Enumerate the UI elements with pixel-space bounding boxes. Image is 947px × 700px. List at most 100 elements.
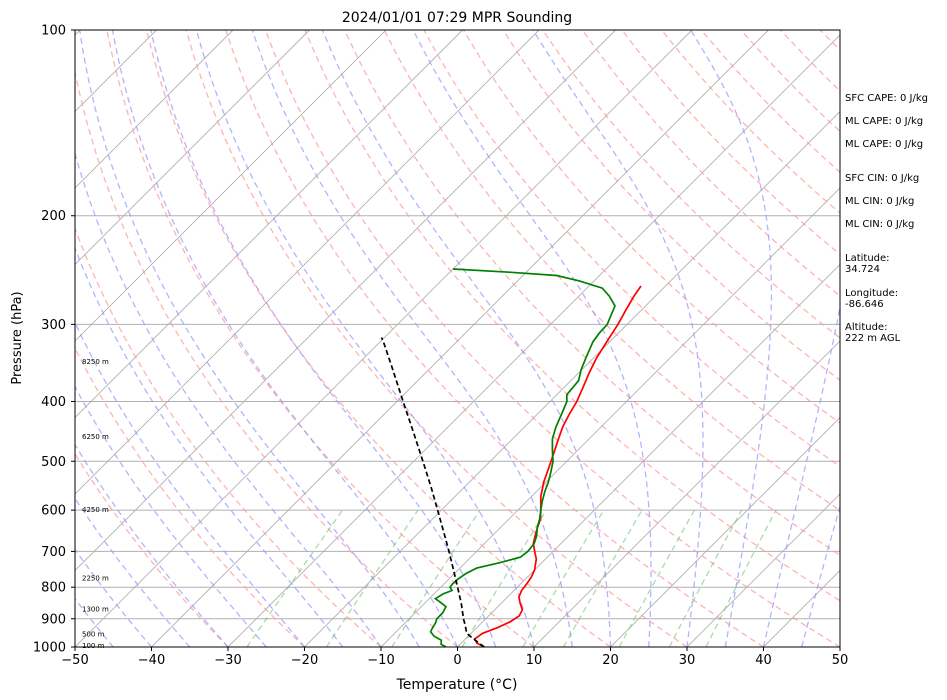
moist-adiabat-line [75,597,114,647]
dry-adiabat-line [145,30,611,647]
moist-adiabat-line [150,30,497,647]
isotherm-line [686,493,840,647]
temperature-line [473,285,642,647]
mixing-ratio-line [325,509,419,647]
height-labels: 100 m 500 m 1300 m 2250 m 4250 m 6250 m 8250 m [82,358,109,650]
isotherm-line [304,110,840,647]
y-axis-label: Pressure (hPa) [10,291,25,384]
isotherm-line [151,30,769,647]
x-tick-label: −30 [214,653,241,668]
isotherm-line [227,34,840,647]
height-label: 500 m [82,630,105,638]
x-tick-label: 30 [679,653,696,668]
x-tick-label: −20 [291,653,318,668]
moist-adiabat-line [111,30,459,647]
ml-cape-text-2: ML CAPE: 0 J/kg [845,139,924,150]
plot-frame [74,29,841,648]
mixing-ratio-line [391,509,481,647]
dewpoint-line [429,268,616,647]
longitude-text: Longitude: -86.646 [845,288,899,310]
height-label: 4250 m [82,506,109,514]
dry-adiabat-line [304,30,840,602]
x-tick-label: −40 [138,653,165,668]
y-tick-label: 900 [41,612,66,627]
isotherm-line [75,30,387,342]
y-tick-label: 600 [41,504,66,519]
x-tick-label: −10 [367,653,394,668]
sfc-cin-text: SFC CIN: 0 J/kg [845,173,920,184]
dry-adiabat-line [75,452,229,647]
moist-adiabat-line [412,30,652,647]
isotherm-line [610,416,840,647]
ml-cin-text: ML CIN: 0 J/kg [845,196,915,207]
y-tick-label: 100 [41,24,66,39]
isotherm-line [380,187,840,647]
y-tick-label: 500 [41,455,66,470]
mixing-ratio-line [668,509,743,647]
moist-adiabat-line [690,30,773,647]
isotherm-line [533,340,840,647]
moist-adiabat-line [801,504,840,647]
y-axis: 100 200 300 400 500 600 700 800 900 1000 [33,24,75,656]
parcel-line [380,337,485,647]
dry-adiabat-line [423,30,840,468]
height-label: 100 m [82,642,105,650]
isotherm-line [75,30,234,189]
moist-adiabat-line [532,30,704,647]
moist-adiabat-line [75,443,229,647]
moist-adiabat-line [251,30,573,647]
moist-adiabat-line [75,151,382,647]
dry-adiabat-line [75,69,458,647]
sfc-cape-text: SFC CAPE: 0 J/kg [845,93,928,104]
background-lines [0,30,840,647]
x-axis: −50 −40 −30 −20 −10 0 10 20 30 40 50 [61,647,848,668]
y-tick-label: 700 [41,545,66,560]
dry-adiabat-line [185,30,688,647]
isotherm-line [75,30,693,647]
moist-adiabat-line [195,30,535,647]
moist-adiabat-line [78,30,420,647]
x-tick-label: 50 [832,653,849,668]
latitude-text: Latitude: 34.724 [845,253,890,275]
isotherm-line [75,30,310,266]
dry-adiabat-line [106,30,535,647]
chart-title: 2024/01/01 07:29 MPR Sounding [342,10,572,26]
dry-adiabat-line [344,30,840,556]
x-tick-label: 20 [602,653,619,668]
height-label: 1300 m [82,605,109,613]
height-label: 6250 m [82,433,109,441]
moist-adiabat-line [75,246,344,647]
x-tick-label: −50 [61,653,88,668]
dry-adiabat-line [75,346,305,647]
x-axis-label: Temperature (°C) [396,677,518,693]
y-tick-label: 300 [41,318,66,333]
mixing-ratio-line [522,509,605,647]
mixing-ratio-line [618,509,696,647]
isotherm-line [75,30,463,419]
series-lines [380,268,642,647]
y-tick-label: 800 [41,581,66,596]
mixing-ratio-line [246,509,344,647]
dry-adiabat-line [75,226,382,647]
moist-adiabat-line [75,497,191,647]
isotherm-line [75,30,540,495]
moist-adiabat-line [321,30,612,647]
altitude-text: Altitude: 222 m AGL [845,322,901,344]
x-tick-label: 0 [453,653,461,668]
ml-cape-text: ML CAPE: 0 J/kg [845,116,924,127]
ml-cin-text-2: ML CIN: 0 J/kg [845,219,915,230]
x-tick-label: 40 [755,653,772,668]
y-tick-label: 200 [41,209,66,224]
dry-adiabat-line [264,30,840,647]
mixing-ratio-line [705,509,777,647]
isotherm-line [75,30,616,572]
x-tick-label: 10 [526,653,543,668]
mixing-ratio-line [562,509,643,647]
height-label: 2250 m [82,575,109,583]
isotherm-line [0,30,4,647]
y-tick-label: 1000 [33,641,66,656]
y-tick-label: 400 [41,395,66,410]
isotherm-line [457,263,840,647]
moist-adiabat-line [762,303,840,647]
